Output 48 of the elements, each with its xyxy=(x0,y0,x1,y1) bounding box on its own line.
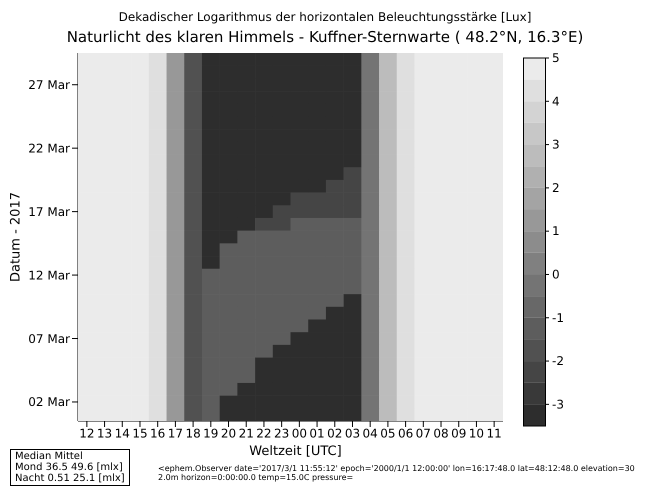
color-bar-label: 5 xyxy=(552,51,560,65)
y-tick-label: 02 Mar xyxy=(28,395,70,410)
colorbar: -3 -2 -1 0 12 3 4 5 xyxy=(523,53,564,426)
y-tick-label: 17 Mar xyxy=(28,204,70,219)
color-bar-label: 4 xyxy=(552,94,560,108)
color-bar-label: 0 xyxy=(552,267,560,282)
x-tick-label: 10 xyxy=(468,426,484,441)
x-tick-label: 23 xyxy=(274,426,290,441)
x-tick-label: 03 xyxy=(344,426,360,441)
x-tick-label: 11 xyxy=(486,426,502,441)
color-bar-label: 1 xyxy=(552,224,560,238)
chart-title: Naturlicht des klaren Himmels - Kuffner-Sternwarte ( 48.2°N, 16.3°E) xyxy=(66,28,584,46)
text: Median Mittel xyxy=(15,451,84,462)
color-bar-label: -2 xyxy=(552,354,564,368)
x-tick-label: 02 xyxy=(327,426,342,441)
x-tick-label: 06 xyxy=(398,426,414,441)
x-tick-label: 00 xyxy=(292,426,307,441)
text: <ephem.Observer date='2017/3/1 11:55:12' epoch='2000/1/1 12:00:00' lon=16:17:48.0 lat=48:12:48.0 elevation=302.0m horizon=0:00:00.0 temp=15.0C pressure= xyxy=(158,464,636,482)
x-tick-label: 01 xyxy=(309,426,325,441)
x-tick-label: 17 xyxy=(168,426,184,441)
x-tick-label: 13 xyxy=(96,426,112,441)
y-tick-label: 12 Mar xyxy=(28,268,70,282)
y-axis-title: Datum - 2017 xyxy=(8,192,24,282)
color-bar-label: 3 xyxy=(552,138,560,152)
x-tick-label: 16 xyxy=(150,426,166,441)
x-tick-label: 19 xyxy=(203,426,218,441)
x-tick-label: 22 xyxy=(256,426,272,441)
color-bar-label: -3 xyxy=(552,397,564,412)
x-tick-label: 15 xyxy=(132,426,148,441)
color-bar-title: Dekadischer Logarithmus der horizontalen Beleuchtungsstärke [Lux] xyxy=(118,10,532,24)
y-tick-label: 22 Mar xyxy=(28,141,70,156)
color-bar-label: 2 xyxy=(552,180,560,195)
y-tick-label: 07 Mar xyxy=(28,332,70,346)
text: Mond 36.5 49.6 [mlx] xyxy=(15,462,124,473)
x-axis-title: Weltzeit [UTC] xyxy=(248,444,343,459)
x-tick-label: 12 xyxy=(79,426,94,441)
x-tick-label: 08 xyxy=(433,426,449,441)
color-bar-label: -1 xyxy=(552,310,564,325)
text: Nacht 0.51 25.1 [mlx] xyxy=(15,473,125,484)
x-tick-label: 20 xyxy=(220,426,236,441)
x-tick-label: 04 xyxy=(362,426,378,441)
x-tick-label: 18 xyxy=(185,426,201,441)
x-tick-label: 09 xyxy=(451,426,466,441)
y-tick-label: 27 Mar xyxy=(28,78,70,92)
x-tick-label: 07 xyxy=(416,426,431,441)
x-tick-label: 05 xyxy=(380,426,396,441)
x-tick-label: 14 xyxy=(114,426,130,441)
x-tick-label: 21 xyxy=(238,426,254,441)
